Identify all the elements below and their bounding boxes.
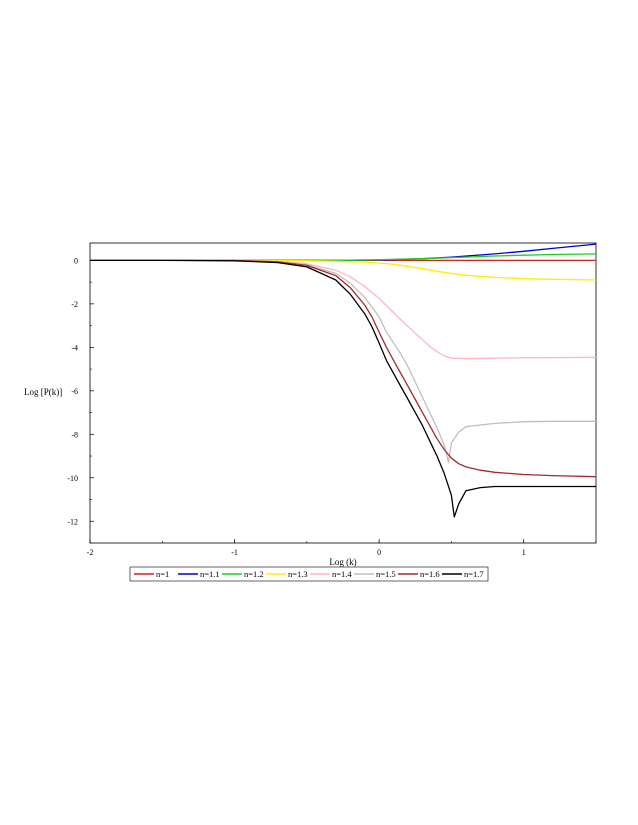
plot-frame — [89, 242, 597, 544]
legend-label: n=1.5 — [376, 569, 396, 579]
legend-label: n=1.1 — [200, 569, 220, 579]
series-line-n-1-5 — [90, 259, 596, 464]
legend-label: n=1.4 — [332, 569, 352, 579]
y-tick-label: -12 — [67, 517, 78, 526]
x-tick-label: -1 — [231, 548, 238, 557]
y-tick-label: -2 — [71, 300, 78, 309]
legend-label: n=1.6 — [420, 569, 440, 579]
y-axis-ticks: 0 -2 -4 -6 -8 -10 -12 — [67, 256, 94, 544]
legend: n=1 n=1.1 n=1.2 n=1.3 n=1.4 n=1.5 n=1.6 n=1.7 — [129, 566, 489, 582]
x-tick-label: 0 — [377, 548, 381, 557]
y-tick-label: -10 — [67, 474, 78, 483]
y-tick-label: -8 — [71, 430, 78, 439]
series-line-n-1-1 — [90, 243, 597, 262]
y-tick-label: -6 — [71, 387, 78, 396]
legend-label: n=1.2 — [244, 569, 264, 579]
x-axis-label: Log (k) — [329, 557, 356, 567]
series-lines — [90, 243, 597, 518]
legend-box — [129, 566, 489, 582]
series-line-n-1-7 — [90, 259, 596, 518]
series-line-n-1-2 — [90, 253, 597, 262]
y-tick-label: -4 — [71, 343, 78, 352]
y-tick-label: 0 — [74, 256, 78, 265]
y-axis-label: Log [P(k)] — [24, 387, 62, 397]
legend-label: n=1.3 — [288, 569, 308, 579]
x-axis-ticks: -2 -1 0 1 — [87, 539, 597, 557]
series-line-n-1-6 — [90, 259, 597, 478]
series-line-n-1-4 — [90, 259, 597, 360]
x-tick-label: 1 — [522, 548, 526, 557]
x-tick-label: -2 — [87, 548, 94, 557]
series-line-n-1-3 — [90, 259, 597, 281]
legend-label: n=1 — [156, 569, 169, 579]
legend-items: n=1 n=1.1 n=1.2 n=1.3 n=1.4 n=1.5 n=1.6 n=1.7 — [134, 569, 484, 579]
legend-label: n=1.7 — [464, 569, 484, 579]
